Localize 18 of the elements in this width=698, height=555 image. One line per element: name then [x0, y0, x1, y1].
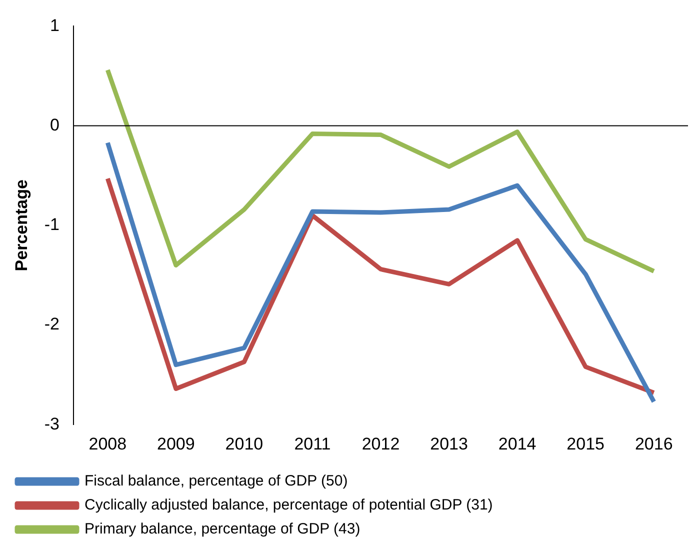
x-tick-label: 2008: [88, 434, 127, 454]
y-tick-label: -1: [44, 215, 60, 234]
y-tick-label: -3: [44, 414, 60, 434]
x-tick-label: 2009: [157, 434, 195, 454]
legend-label: Cyclically adjusted balance, percentage of potential GDP (31): [84, 496, 493, 514]
legend-label: Fiscal balance, percentage of GDP (50): [84, 472, 348, 490]
x-tick-label: 2013: [430, 434, 468, 454]
y-tick-label: -2: [44, 314, 60, 334]
y-tick-label: 1: [50, 16, 60, 35]
x-tick-label: 2011: [294, 434, 331, 454]
x-tick-label: 2016: [634, 434, 673, 454]
x-tick-label: 2010: [225, 434, 264, 454]
x-tick-label: 2015: [566, 434, 604, 454]
x-tick-label: 2012: [362, 434, 400, 454]
x-tick-label: 2014: [498, 434, 536, 454]
y-tick-label: 0: [50, 115, 60, 134]
legend-label: Primary balance, percentage of GDP (43): [84, 520, 360, 538]
y-axis-title: Percentage: [12, 180, 31, 272]
